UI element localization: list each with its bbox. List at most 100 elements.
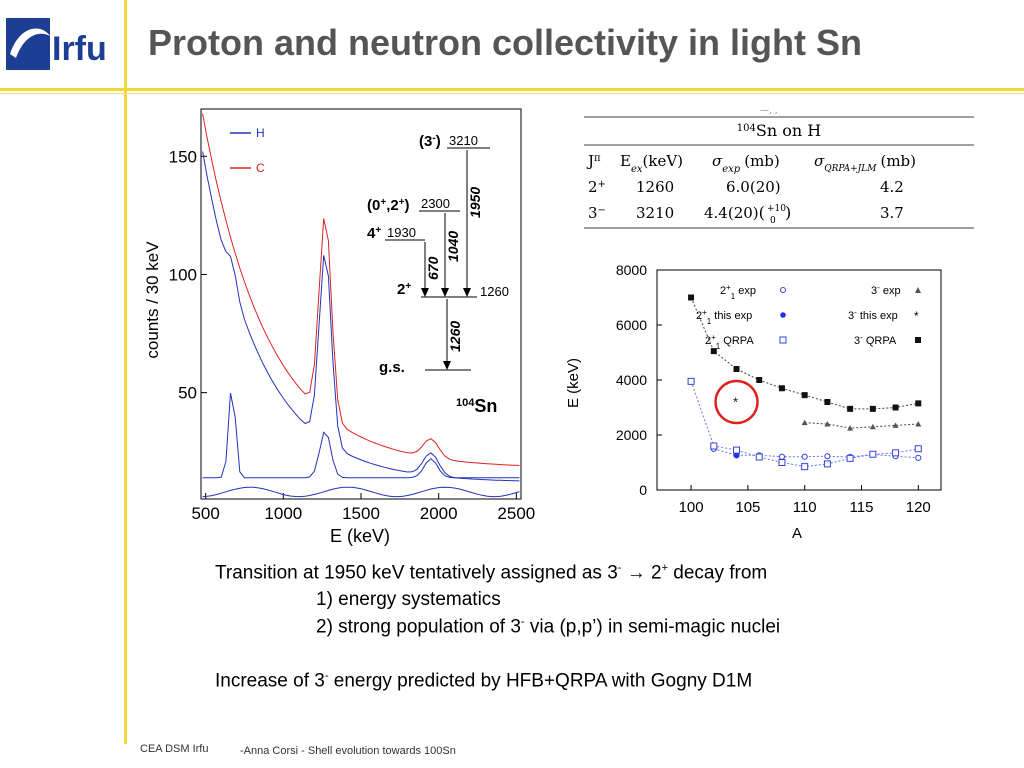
spectrum-xtick-label: 1000 bbox=[264, 504, 302, 523]
point-3minus-this: * bbox=[733, 395, 738, 410]
chart-ytick-label: 0 bbox=[639, 482, 647, 498]
point-2plus-qrpa bbox=[733, 446, 741, 454]
level-3210-spin: (3-) bbox=[419, 133, 441, 151]
spectrum-xlabel: E (keV) bbox=[330, 526, 390, 546]
spectrum-xtick-label: 500 bbox=[191, 504, 219, 523]
chart-xtick-label: 105 bbox=[735, 499, 760, 516]
legend-2plus-exp: 2+1 exp bbox=[720, 283, 756, 301]
transition-1040-label: 1040 bbox=[445, 231, 461, 262]
irfu-logo: Irfu bbox=[6, 18, 107, 70]
level-2300-energy: 2300 bbox=[421, 196, 450, 211]
point-3minus-exp bbox=[869, 423, 876, 430]
legend-3minus-qrpa-marker bbox=[915, 337, 921, 343]
chart-ytick-label: 4000 bbox=[616, 372, 647, 388]
point-3minus-qrpa bbox=[756, 377, 763, 383]
series-line-3 bbox=[804, 422, 919, 429]
arrowhead-670-icon bbox=[421, 288, 429, 297]
level-gs-label: g.s. bbox=[379, 359, 405, 376]
chart-xtick-label: 110 bbox=[793, 499, 817, 516]
point-2plus-qrpa bbox=[755, 453, 763, 461]
row-2-err-low: 0 bbox=[770, 216, 776, 226]
point-3minus-qrpa bbox=[824, 399, 831, 405]
row-2-j: 3− bbox=[588, 204, 606, 222]
text-line-systematics: 1) energy systematics bbox=[316, 589, 501, 610]
chart-xlabel: A bbox=[792, 525, 802, 542]
spectrum-c-curve bbox=[202, 113, 520, 466]
point-2plus-exp bbox=[778, 453, 786, 460]
vertical-accent-bar bbox=[124, 0, 127, 744]
chart-ytick-label: 2000 bbox=[616, 427, 647, 443]
level-1260-spin: 2+ bbox=[397, 281, 411, 299]
chart-ytick-label: 6000 bbox=[616, 317, 647, 333]
chart-ylabel: E (keV) bbox=[565, 358, 582, 408]
level-3210-energy: 3210 bbox=[449, 133, 478, 148]
arrowhead-1260-icon bbox=[443, 361, 451, 370]
point-2plus-exp bbox=[824, 453, 831, 460]
point-2plus-qrpa bbox=[823, 460, 831, 468]
level-scheme: (3-) 3210 (0+,2+) 2300 4+ 1930 2+ 1260 g… bbox=[367, 133, 509, 417]
nucleus-label: 104Sn bbox=[456, 396, 497, 416]
legend-3minus-this: 3- this exp bbox=[848, 308, 898, 323]
point-3minus-qrpa bbox=[733, 366, 740, 372]
horizontal-accent-line bbox=[0, 93, 1024, 94]
col-sigma-qrpa: σQRPA+JLM (mb) bbox=[814, 152, 916, 174]
legend-2plus-qrpa: 2+1 QRPA bbox=[705, 333, 754, 351]
point-2plus-qrpa bbox=[801, 463, 809, 471]
point-3minus-qrpa bbox=[869, 405, 876, 412]
point-2plus-qrpa bbox=[710, 442, 718, 450]
spectrum-xtick-label: 2500 bbox=[497, 504, 535, 523]
text-line-prediction: Increase of 3- energy predicted by HFB+Q… bbox=[215, 670, 753, 692]
legend-c-label: C bbox=[256, 161, 265, 175]
spectrum-h-baseline-curve bbox=[202, 486, 520, 498]
level-2300-spin: (0+,2+) bbox=[367, 197, 410, 215]
point-2plus-qrpa bbox=[914, 445, 922, 453]
point-2plus-qrpa bbox=[869, 450, 877, 458]
chart-legend: 2+1 exp 2+1 this exp 2+1 QRPA 3- exp 3- … bbox=[696, 283, 921, 351]
row-1-sigma-qrpa: 4.2 bbox=[880, 178, 904, 196]
row-1-sigma-exp: 6.0(20) bbox=[726, 178, 781, 196]
level-1930-energy: 1930 bbox=[387, 225, 416, 240]
row-2-sigma-exp: 4.4(20)( bbox=[704, 203, 765, 222]
row-1-j: 2+ bbox=[588, 178, 606, 196]
point-3minus-exp bbox=[915, 421, 922, 427]
spectrum-xtick-label: 2000 bbox=[420, 504, 458, 523]
highlight-circle bbox=[714, 379, 759, 425]
level-1930-spin: 4+ bbox=[367, 225, 381, 243]
level-1260-energy: 1260 bbox=[480, 284, 509, 299]
point-3minus-qrpa bbox=[915, 400, 922, 407]
spectrum-xtick-label: 1500 bbox=[342, 504, 380, 523]
spectrum-ytick-label: 50 bbox=[178, 384, 197, 403]
point-2plus-this bbox=[733, 452, 740, 459]
col-jpi: Jπ bbox=[586, 152, 601, 170]
point-3minus-exp bbox=[892, 422, 899, 428]
spectrum-h-curve bbox=[202, 151, 520, 482]
footer-author: -Anna Corsi - Shell evolution towards 10… bbox=[240, 745, 456, 757]
point-3minus-exp bbox=[847, 425, 854, 431]
logo-block bbox=[6, 18, 50, 70]
table-cut-text: —, , bbox=[760, 108, 778, 116]
legend-2plus-this-marker bbox=[780, 312, 786, 318]
legend-h-label: H bbox=[256, 126, 265, 140]
point-2plus-qrpa bbox=[778, 459, 786, 466]
legend-3minus-exp-marker bbox=[915, 287, 921, 293]
point-3minus-qrpa bbox=[710, 348, 717, 355]
legend-3minus-exp: 3- exp bbox=[871, 283, 901, 298]
chart-xtick-label: 120 bbox=[906, 499, 931, 516]
point-3minus-exp bbox=[801, 419, 808, 426]
text-line-population: 2) strong population of 3- via (p,p’) in… bbox=[316, 616, 781, 638]
transition-1950-label: 1950 bbox=[467, 187, 483, 218]
point-3minus-qrpa bbox=[847, 405, 854, 412]
spectrum-ylabel: counts / 30 keV bbox=[143, 241, 162, 359]
col-eex: Eex(keV) bbox=[620, 152, 683, 175]
energy-systematics-chart: 100 105 110 115 120 0 2000 4000 6000 8000 * A E (… bbox=[565, 262, 942, 542]
legend-2plus-this: 2+1 this exp bbox=[696, 308, 752, 326]
text-line-transition: Transition at 1950 keV tentatively assig… bbox=[215, 562, 768, 584]
cross-section-table: —, , 104Sn on H Jπ Eex(keV) σexp (mb) σQR… bbox=[584, 108, 974, 229]
point-3minus-qrpa bbox=[778, 385, 785, 392]
row-2-err-up: +10 bbox=[767, 204, 786, 214]
legend-3minus-this-marker: * bbox=[914, 309, 919, 323]
point-2plus-exp bbox=[915, 454, 922, 461]
legend-2plus-qrpa-marker bbox=[779, 336, 787, 344]
row-2-err-close: ) bbox=[785, 203, 791, 222]
